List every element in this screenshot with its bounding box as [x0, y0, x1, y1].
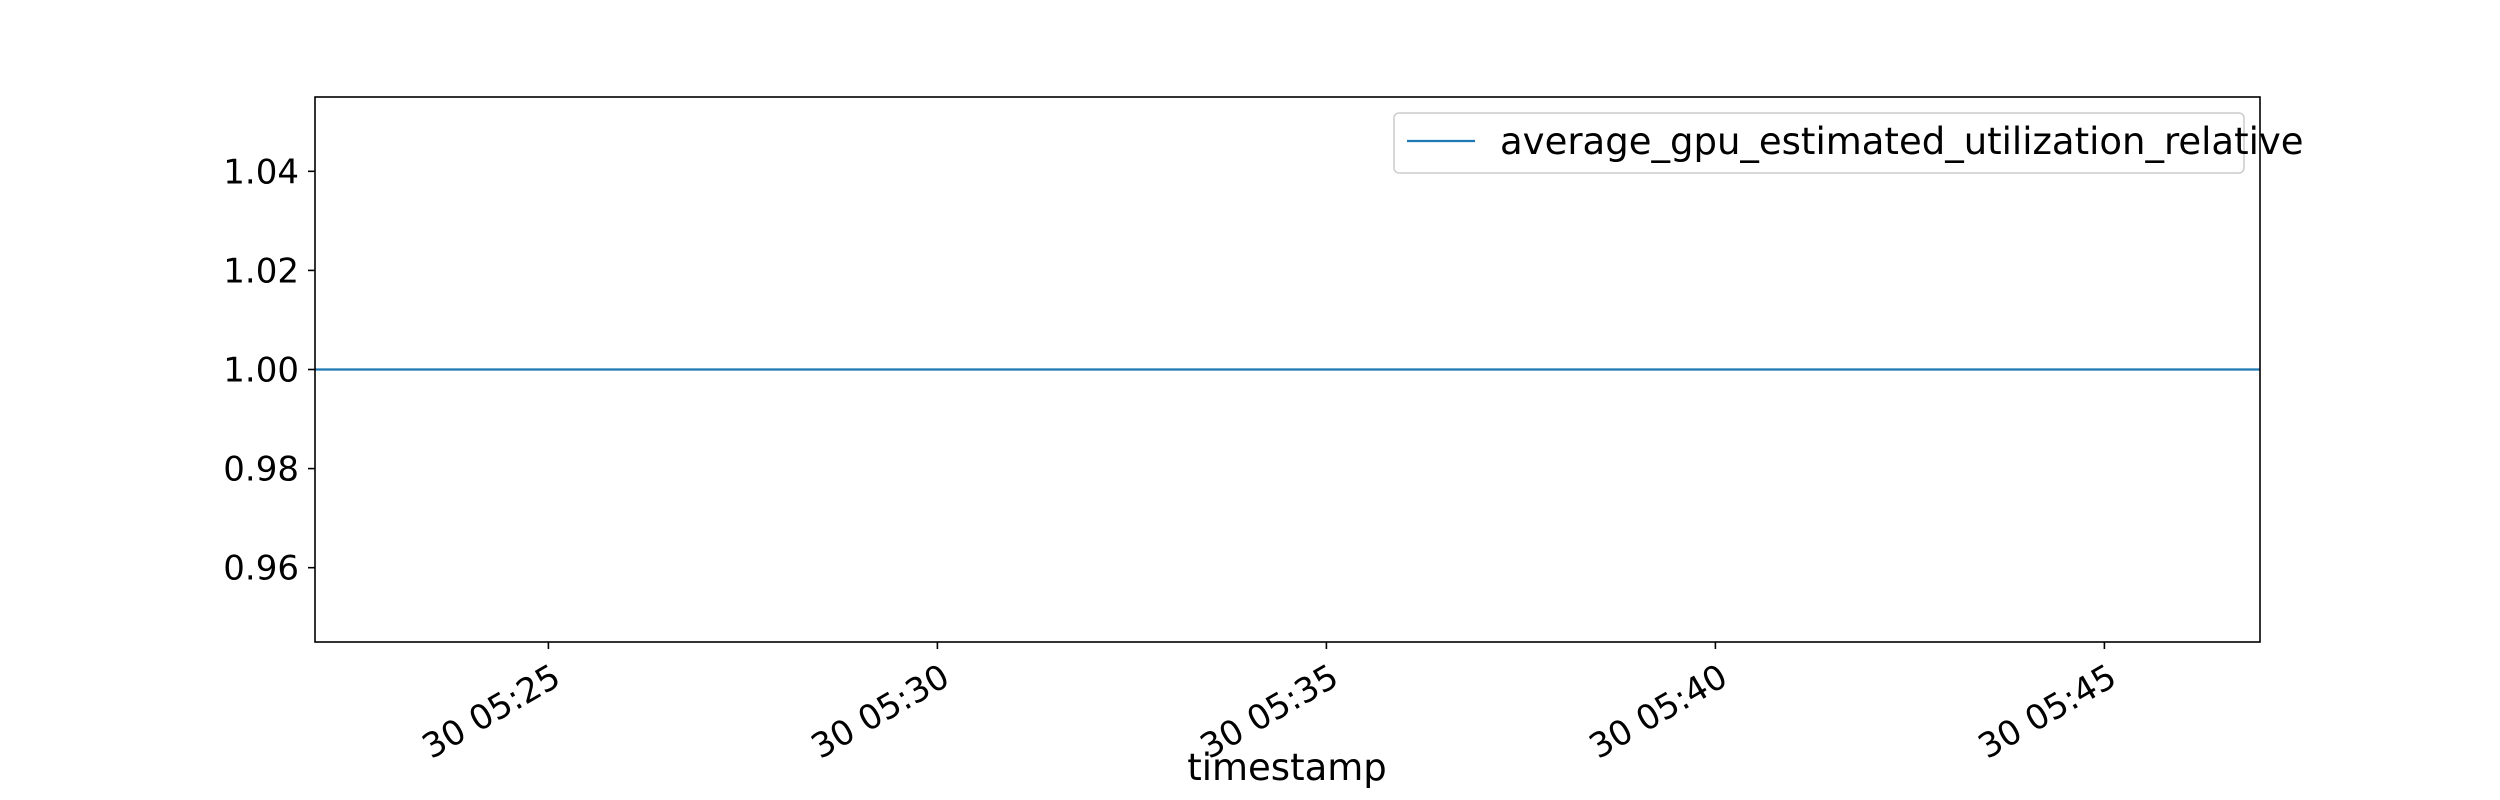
y-tick-label: 1.00 — [223, 351, 299, 391]
x-axis-title: timestamp — [1187, 746, 1387, 789]
y-tick-label: 1.02 — [223, 251, 299, 291]
legend-frame — [1393, 112, 2245, 174]
y-axis: 0.96 0.98 1.00 1.02 1.04 — [223, 152, 315, 589]
plot-area — [314, 96, 2261, 643]
y-tick-label: 0.96 — [223, 549, 299, 589]
legend: average_gpu_estimated_utilization_relati… — [1393, 112, 2304, 174]
y-tick-label: 0.98 — [223, 450, 299, 490]
legend-series-label: average_gpu_estimated_utilization_relati… — [1500, 120, 2304, 163]
y-tick-label: 1.04 — [223, 152, 299, 192]
